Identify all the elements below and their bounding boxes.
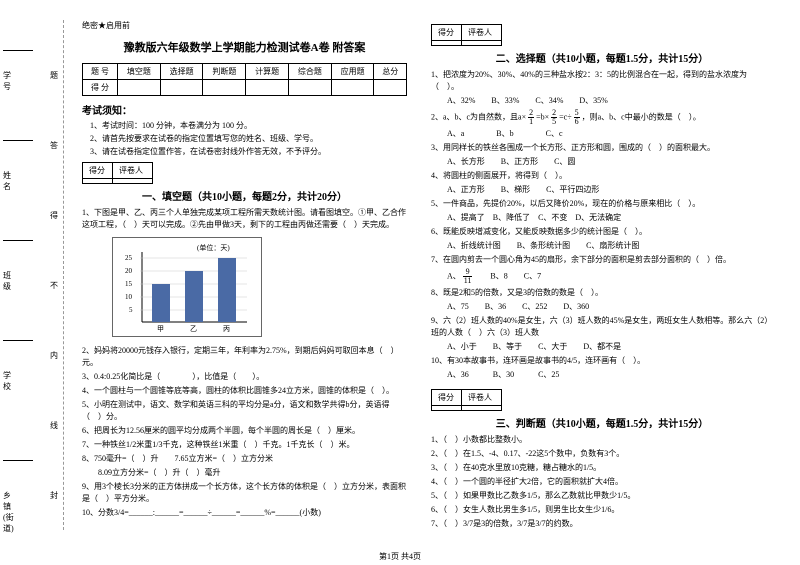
- score-h7: 总分: [374, 64, 406, 80]
- fill-q10: 10、分数3/4=______:______=______÷______=___…: [82, 507, 407, 519]
- page-number: 第1页 共4页: [0, 551, 800, 562]
- notice-1: 1、考试时间：100 分钟，本卷满分为 100 分。: [90, 120, 407, 133]
- svg-text:10: 10: [125, 293, 133, 301]
- field-township: 乡镇(街道): [3, 490, 14, 534]
- field-name: 姓名: [3, 170, 11, 192]
- svg-text:15: 15: [125, 280, 133, 288]
- section-2-title: 二、选择题（共10小题，每题1.5分，共计15分）: [431, 50, 773, 65]
- score-h4: 计算题: [246, 64, 289, 80]
- section-3-title: 三、判断题（共10小题，每题1.5分，共计15分）: [431, 415, 773, 430]
- section-1-title: 一、填空题（共10小题，每题2分，共计20分）: [82, 188, 407, 203]
- notice-3: 3、请在试卷指定位置作答，在试卷密封线外作答无效，不予评分。: [90, 146, 407, 159]
- choice-q9-opts: A、小于 B、等于 C、大于 D、都不是: [447, 341, 773, 353]
- score-h0: 题 号: [83, 64, 118, 80]
- judge-q2: 2、（ ）在1.5、-4、0.17、-22这5个数中，负数有3个。: [431, 448, 773, 460]
- frac-2-5: 25: [551, 109, 557, 126]
- bar-bing: [218, 258, 236, 322]
- choice-q8-opts: A、75 B、36 C、252 D、360: [447, 301, 773, 313]
- choice-q2: 2、a、b、c为自然数，且a× 21 =b× 25 =c÷ 56 ，则a、b、c…: [431, 109, 773, 126]
- choice-q7-opts: A、 911 B、8 C、7: [447, 268, 773, 285]
- frac-5-6: 56: [574, 109, 580, 126]
- binding-area: [22, 20, 64, 530]
- fill-q2: 2、妈妈将20000元钱存入银行，定期三年，年利率为2.75%，到期后妈妈可取回…: [82, 345, 407, 369]
- fill-q8a: 8、750毫升=（ ）升 7.65立方米=（ ）立方分米: [82, 453, 407, 465]
- choice-q10: 10、有30本故事书，连环画是故事书的4/5，连环画有（ ）。: [431, 355, 773, 367]
- score-h1: 填空题: [117, 64, 160, 80]
- frac-2-1: 21: [528, 109, 534, 126]
- choice-q8: 8、既是2和5的倍数，又是3的倍数的数是（ ）。: [431, 287, 773, 299]
- choice-q4-opts: A、正方形 B、梯形 C、平行四边形: [447, 184, 773, 196]
- notice-title: 考试须知：: [82, 102, 407, 117]
- field-id: 学号: [3, 70, 11, 92]
- choice-q5-opts: A、提高了 B、降低了 C、不变 D、无法确定: [447, 212, 773, 224]
- fill-q7: 7、一种铁丝1/2米重1/3千克，这种铁丝1米重（ ）千克。1千克长（ ）米。: [82, 439, 407, 451]
- judge-q4: 4、（ ）一个圆的半径扩大2倍，它的面积就扩大4倍。: [431, 476, 773, 488]
- svg-text:甲: 甲: [157, 325, 164, 332]
- fill-q3: 3、0.4:0.25化简比是（ ），比值是（ ）。: [82, 371, 407, 383]
- chart-svg: (单位：天) 25 20 15 10 5 甲 乙 丙: [117, 242, 257, 332]
- choice-q3-opts: A、长方形 B、正方形 C、圆: [447, 156, 773, 168]
- judge-q5: 5、（ ）如果甲数比乙数多1/5，那么乙数就比甲数少1/5。: [431, 490, 773, 502]
- field-school: 学校: [3, 370, 11, 392]
- confidential-label: 绝密★启用前: [82, 20, 407, 31]
- choice-q5: 5、一件商品，先提价20%，以后又降价20%，现在的价格与原来相比（ ）。: [431, 198, 773, 210]
- judge-q3: 3、（ ）在40克水里放10克糖，糖占糖水的1/5。: [431, 462, 773, 474]
- judge-q7: 7、（ ）3/7是3的倍数，3/7是3/7的约数。: [431, 518, 773, 530]
- notice-2: 2、请首先按要求在试卷的指定位置填写您的姓名、班级、学号。: [90, 133, 407, 146]
- left-column: 绝密★启用前 豫教版六年级数学上学期能力检测试卷A卷 附答案 题 号 填空题 选…: [70, 20, 419, 535]
- fill-q5: 5、小明在测试中，语文、数学和英语三科的平均分是a分，语文和数学共得b分，英语得…: [82, 399, 407, 423]
- fill-q9: 9、用3个棱长3分米的正方体拼成一个长方体，这个长方体的体积是（ ）立方分米，表…: [82, 481, 407, 505]
- choice-q6: 6、既能反映增减变化，又能反映数据多少的统计图是（ ）。: [431, 226, 773, 238]
- score-h3: 判断题: [203, 64, 246, 80]
- fill-q4: 4、一个圆柱与一个圆锥等底等高，圆柱的体积比圆锥多24立方米，圆锥的体积是（ ）…: [82, 385, 407, 397]
- bar-yi: [185, 271, 203, 322]
- choice-q4: 4、将圆柱的侧面展开，将得到（ ）。: [431, 170, 773, 182]
- field-class: 班级: [3, 270, 11, 292]
- svg-text:25: 25: [125, 254, 133, 262]
- fill-q1: 1、下图是甲、乙、丙三个人单独完成某项工程所需天数统计图。请看图填空。①甲、乙合…: [82, 207, 407, 231]
- choice-q9: 9、六（2）班人数的40%是女生，六（3）班人数的45%是女生，两班女生人数相等…: [431, 315, 773, 339]
- choice-q2-opts: A、a B、b C、c: [447, 128, 773, 140]
- exam-title: 豫教版六年级数学上学期能力检测试卷A卷 附答案: [82, 39, 407, 55]
- score-h6: 应用题: [331, 64, 374, 80]
- page-content: 绝密★启用前 豫教版六年级数学上学期能力检测试卷A卷 附答案 题 号 填空题 选…: [0, 0, 800, 540]
- choice-q1-opts: A、32% B、33% C、34% D、35%: [447, 95, 773, 107]
- scorer-table-1: 得分评卷人: [82, 162, 153, 184]
- fill-q8b: 8.09立方分米=（ ）升（ ）毫升: [82, 467, 407, 479]
- judge-q6: 6、（ ）女生人数比男生多1/5，则男生比女生少1/6。: [431, 504, 773, 516]
- choice-q10-opts: A、36 B、30 C、25: [447, 369, 773, 381]
- svg-text:乙: 乙: [190, 325, 197, 332]
- bar-chart: (单位：天) 25 20 15 10 5 甲 乙 丙: [112, 237, 262, 337]
- scorer-table-3: 得分评卷人: [431, 389, 502, 411]
- choice-q6-opts: A、折线统计图 B、条形统计图 C、扇形统计图: [447, 240, 773, 252]
- choice-q1: 1、把浓度为20%、30%、40%的三种盐水按2：3：5的比例混合在一起，得到的…: [431, 69, 773, 93]
- choice-q7: 7、在圆内剪去一个圆心角为45的扇形，余下部分的面积是剪去部分面积的（ ）倍。: [431, 254, 773, 266]
- fill-q6: 6、把周长为12.56厘米的圆平均分成两个半圆，每个半圆的周长是（ ）厘米。: [82, 425, 407, 437]
- svg-text:20: 20: [125, 267, 133, 275]
- svg-text:5: 5: [129, 306, 133, 314]
- scorer-table-2: 得分评卷人: [431, 24, 502, 46]
- score-row-label: 得 分: [83, 80, 118, 96]
- chart-title: (单位：天): [197, 243, 230, 252]
- judge-q1: 1、（ ）小数都比整数小。: [431, 434, 773, 446]
- svg-text:丙: 丙: [223, 325, 230, 332]
- bar-jia: [152, 284, 170, 322]
- right-column: 得分评卷人 二、选择题（共10小题，每题1.5分，共计15分） 1、把浓度为20…: [419, 20, 785, 535]
- score-table: 题 号 填空题 选择题 判断题 计算题 综合题 应用题 总分 得 分: [82, 63, 407, 96]
- frac-9-11: 911: [463, 268, 473, 285]
- choice-q3: 3、用同样长的铁丝各围成一个长方形、正方形和圆，围成的（ ）的面积最大。: [431, 142, 773, 154]
- score-h2: 选择题: [160, 64, 203, 80]
- score-h5: 综合题: [288, 64, 331, 80]
